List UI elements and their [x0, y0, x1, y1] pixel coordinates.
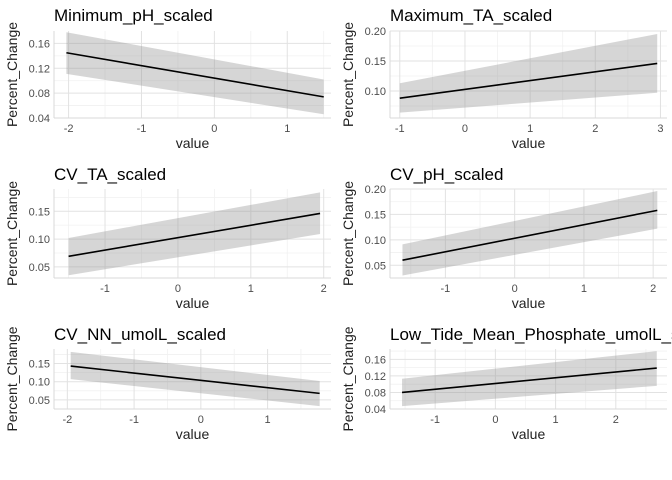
- x-tick-label: 1: [581, 283, 587, 295]
- x-tick-label: -1: [137, 123, 147, 135]
- x-axis-label: value: [512, 295, 546, 311]
- major-gridlines: [390, 30, 667, 118]
- x-tick-label: 1: [284, 123, 290, 135]
- panel-title: Minimum_pH_scaled: [54, 6, 213, 25]
- panel-title: Maximum_TA_scaled: [390, 6, 552, 25]
- fitted-line: [399, 62, 658, 99]
- y-tick-label: 0.05: [365, 260, 386, 272]
- minor-gridlines: [390, 349, 667, 409]
- x-tick-label: 1: [248, 283, 254, 295]
- x-tick-label: 2: [613, 414, 619, 426]
- x-tick-label: 0: [492, 414, 498, 426]
- x-tick-label: 2: [650, 283, 656, 295]
- y-tick-label: 0.20: [365, 184, 386, 196]
- y-tick-label: 0.10: [29, 377, 50, 389]
- y-tick-label: 0.16: [29, 38, 50, 50]
- panel-4: -1 0 1 2 0.05 0.10 0.15 0.20 value Percent_Change…: [340, 165, 667, 311]
- x-tick-label: 0: [175, 283, 181, 295]
- y-axis-label: Percent_Change: [4, 22, 20, 127]
- y-tick-label: 0.05: [29, 262, 50, 274]
- major-gridlines: [54, 189, 331, 278]
- panel-background: [390, 189, 667, 278]
- confidence-band: [68, 192, 321, 276]
- x-tick-label: 0: [462, 123, 468, 135]
- panel-3: -1 0 1 2 0.05 0.10 0.15 value Percent_Change CV_T…: [4, 165, 331, 311]
- panel-2: -1 0 1 2 3 0.10 0.15 0.20 value Percent_Change Max…: [340, 6, 667, 151]
- y-tick-label: 0.04: [365, 404, 386, 416]
- x-tick-label: -1: [100, 283, 110, 295]
- x-tick-label: 0: [512, 283, 518, 295]
- y-tick-label: 0.10: [365, 235, 386, 247]
- y-tick-label: 0.15: [365, 56, 386, 68]
- x-tick-label: -2: [64, 123, 74, 135]
- x-axis-label: value: [176, 135, 210, 151]
- y-tick-label: 0.05: [29, 395, 50, 407]
- y-tick-label: 0.08: [365, 387, 386, 399]
- minor-gridlines: [54, 349, 331, 409]
- y-tick-label: 0.15: [29, 206, 50, 218]
- fitted-line: [401, 367, 657, 394]
- x-tick-label: 1: [527, 123, 533, 135]
- x-axis-label: value: [176, 426, 210, 442]
- y-axis-label: Percent_Change: [4, 326, 20, 431]
- y-axis-label: Percent_Change: [340, 22, 356, 127]
- panel-1: -2 -1 0 1 0.04 0.08 0.12 0.16 value Percent_Chang…: [4, 6, 331, 151]
- panel-6: -1 0 1 2 0.04 0.08 0.12 0.16 value Percent_Change…: [340, 325, 672, 442]
- x-tick-label: 1: [265, 414, 271, 426]
- x-tick-label: 2: [592, 123, 598, 135]
- x-tick-label: 1: [553, 414, 559, 426]
- x-tick-label: -1: [441, 283, 451, 295]
- panel-background: [390, 31, 667, 118]
- confidence-band: [399, 34, 658, 113]
- y-tick-label: 0.16: [365, 354, 386, 366]
- y-axis-label: Percent_Change: [4, 181, 20, 286]
- minor-gridlines: [54, 31, 331, 118]
- major-gridlines: [54, 349, 331, 409]
- panel-title: CV_TA_scaled: [54, 165, 166, 184]
- fitted-line: [70, 365, 320, 395]
- x-tick-label: -1: [395, 123, 405, 135]
- y-axis-label: Percent_Change: [340, 181, 356, 286]
- panel-title: CV_pH_scaled: [390, 165, 503, 184]
- confidence-band: [402, 351, 657, 407]
- minor-gridlines: [390, 189, 667, 278]
- x-tick-label: 2: [321, 283, 327, 295]
- y-tick-label: 0.04: [29, 113, 50, 125]
- major-gridlines: [390, 188, 667, 278]
- x-tick-label: -2: [62, 414, 72, 426]
- panel-title: Low_Tide_Mean_Phosphate_umolL_scaled: [390, 325, 672, 344]
- panel-background: [54, 189, 331, 278]
- fitted-line: [402, 209, 658, 261]
- y-tick-label: 0.20: [365, 26, 386, 38]
- x-tick-label: 0: [211, 123, 217, 135]
- y-tick-label: 0.15: [29, 359, 50, 371]
- y-tick-label: 0.12: [365, 371, 386, 383]
- y-tick-label: 0.08: [29, 88, 50, 100]
- minor-gridlines: [390, 31, 667, 118]
- confidence-band: [402, 191, 658, 276]
- fitted-line: [68, 212, 321, 258]
- confidence-band: [66, 32, 324, 115]
- x-tick-label: 0: [198, 414, 204, 426]
- y-tick-label: 0.10: [29, 234, 50, 246]
- panel-5: -2 -1 0 1 0.05 0.10 0.15 value Percent_Change CV_…: [4, 325, 331, 442]
- x-axis-label: value: [512, 135, 546, 151]
- x-axis-label: value: [512, 426, 546, 442]
- y-axis-label: Percent_Change: [340, 326, 356, 431]
- y-tick-label: 0.10: [365, 86, 386, 98]
- x-tick-label: -1: [129, 414, 139, 426]
- y-tick-label: 0.15: [365, 209, 386, 221]
- minor-gridlines: [54, 189, 331, 278]
- x-tick-label: -1: [430, 414, 440, 426]
- panel-title: CV_NN_umolL_scaled: [54, 325, 226, 344]
- y-tick-label: 0.12: [29, 63, 50, 75]
- x-tick-label: 3: [657, 123, 663, 135]
- x-axis-label: value: [176, 295, 210, 311]
- fitted-line: [66, 51, 324, 98]
